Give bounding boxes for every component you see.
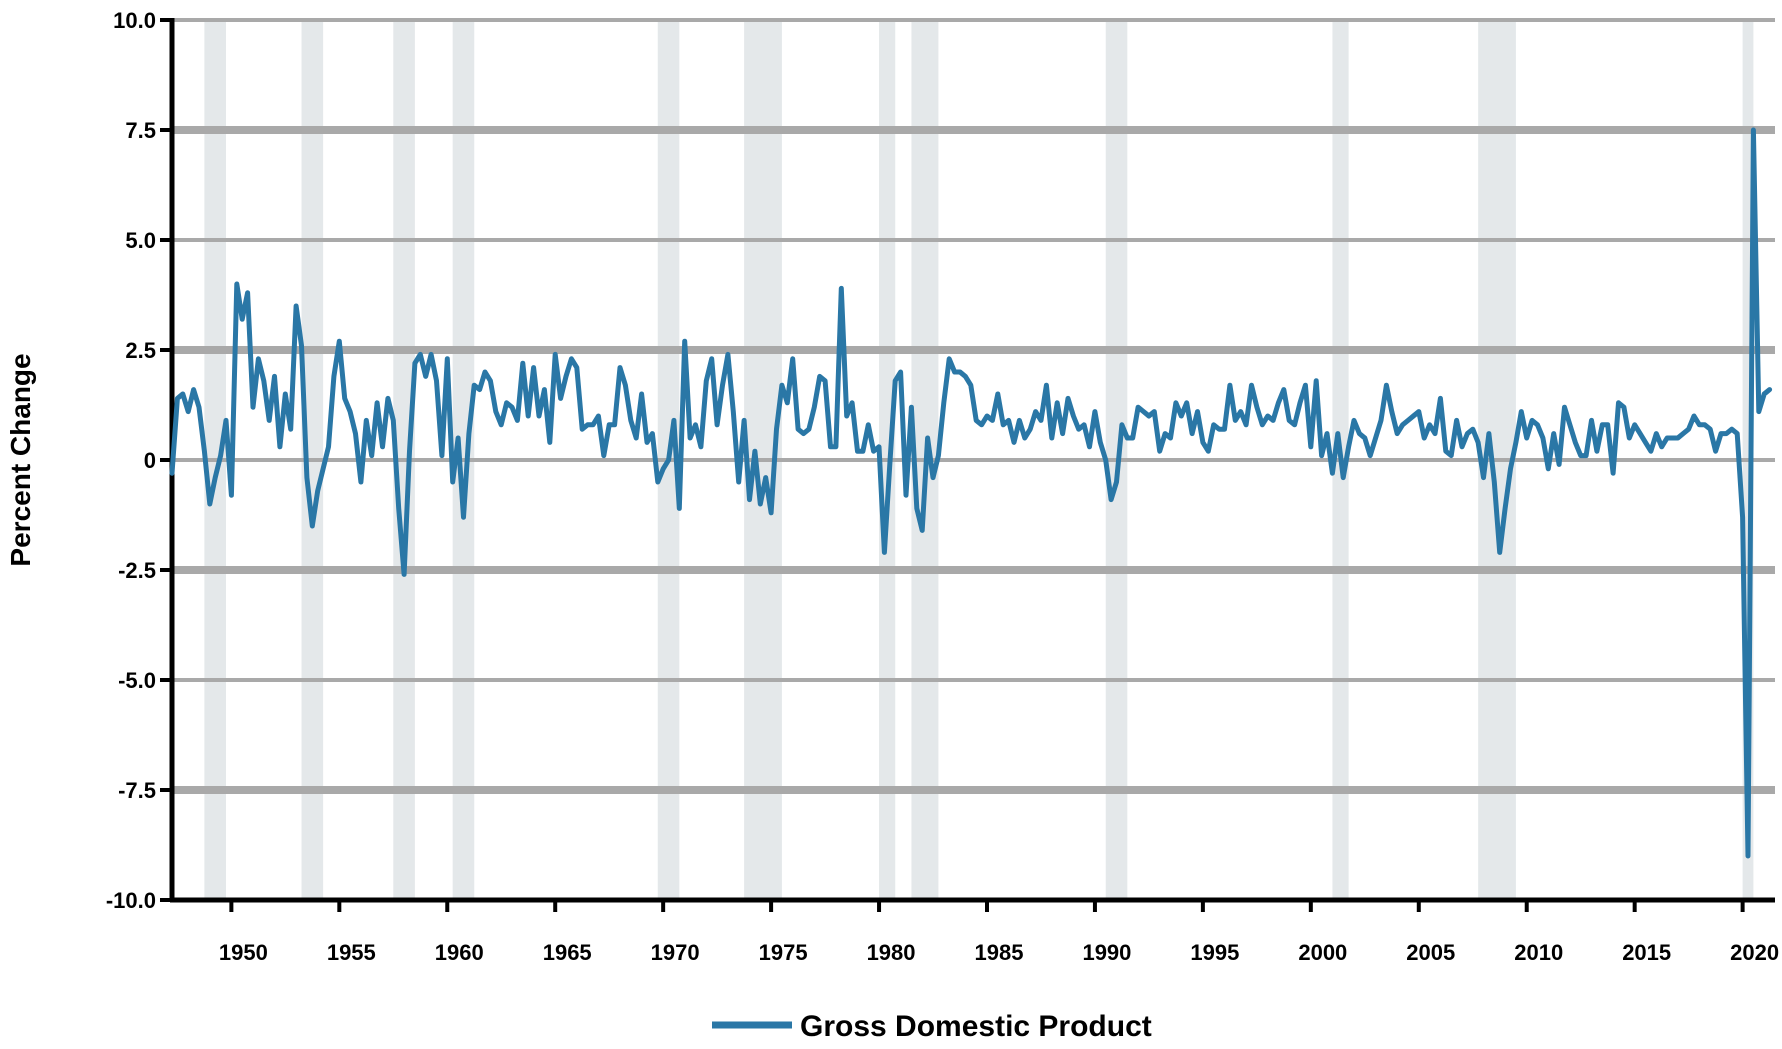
x-tick-label-0: 1950 xyxy=(219,940,268,965)
y-tick-label-6: 5.0 xyxy=(125,228,156,253)
legend-label-gdp: Gross Domestic Product xyxy=(800,1010,1152,1043)
x-tick-label-10: 2000 xyxy=(1298,940,1347,965)
x-tick-label-14: 2020 xyxy=(1730,940,1779,965)
x-tick-label-3: 1965 xyxy=(543,940,592,965)
x-tick-label-4: 1970 xyxy=(651,940,700,965)
y-tick-label-1: -7.5 xyxy=(118,778,156,803)
y-tick-label-3: -2.5 xyxy=(118,558,156,583)
y-tick-label-8: 10.0 xyxy=(113,8,156,33)
x-tick-label-8: 1990 xyxy=(1082,940,1131,965)
axes: -10.0 -7.5 -5.0 -2.5 0 2.5 5.0 7.5 10.0 1950 1955 1… xyxy=(106,8,1779,965)
x-tick-label-6: 1980 xyxy=(867,940,916,965)
x-tick-label-1: 1955 xyxy=(327,940,376,965)
y-tick-label-2: -5.0 xyxy=(118,668,156,693)
y-tick-label-0: -10.0 xyxy=(106,888,156,913)
legend: Gross Domestic Product xyxy=(712,1010,1152,1043)
y-tick-label-4: 0 xyxy=(144,448,156,473)
x-tick-label-9: 1995 xyxy=(1190,940,1239,965)
y-tick-label-7: 7.5 xyxy=(125,118,156,143)
x-tick-label-7: 1985 xyxy=(975,940,1024,965)
y-axis-title: Percent Change xyxy=(5,353,36,566)
series-lines xyxy=(169,127,1773,859)
y-tick-label-5: 2.5 xyxy=(125,338,156,363)
x-tick-label-12: 2010 xyxy=(1514,940,1563,965)
x-tick-label-13: 2015 xyxy=(1622,940,1671,965)
x-tick-label-11: 2005 xyxy=(1406,940,1455,965)
x-tick-label-5: 1975 xyxy=(759,940,808,965)
x-tick-label-2: 1960 xyxy=(435,940,484,965)
series-line-gdp xyxy=(169,127,1773,859)
